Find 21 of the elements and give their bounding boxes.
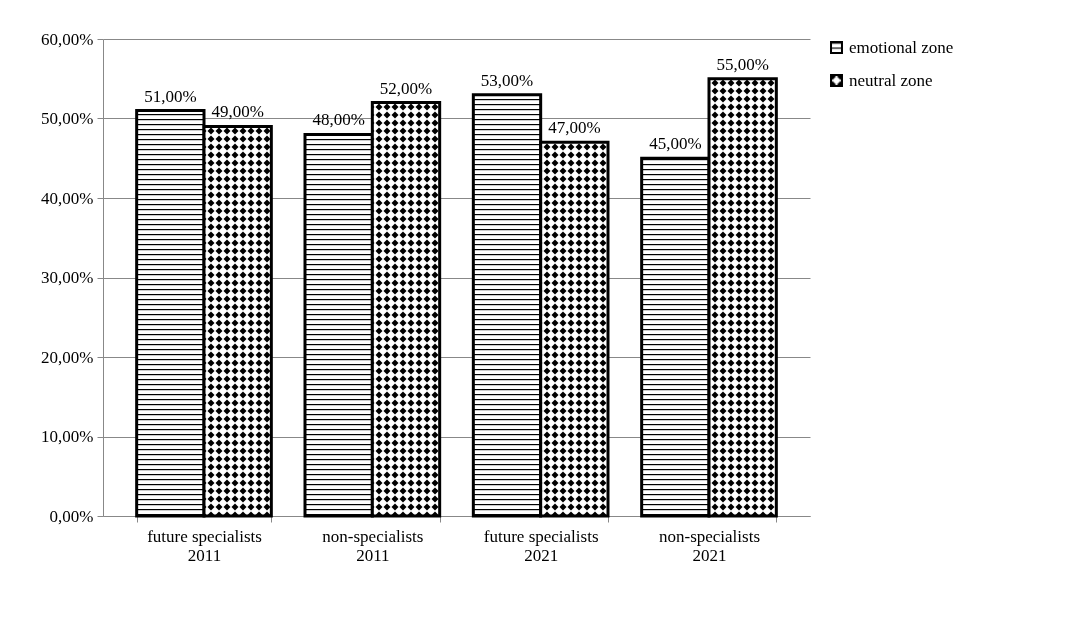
x-tick-label: future specialists 2011: [147, 526, 262, 565]
data-label: 45,00%: [649, 134, 702, 154]
data-label: 52,00%: [379, 78, 433, 98]
y-tick-label: 50,00%: [41, 109, 94, 128]
y-tick-label: 60,00%: [41, 29, 94, 49]
data-label: 53,00%: [480, 70, 534, 90]
y-tick-label: 20,00%: [41, 347, 94, 367]
x-tick-label: non-specialists 2021: [658, 526, 761, 565]
data-label: 48,00%: [312, 110, 365, 130]
data-label: 55,00%: [716, 54, 769, 74]
x-tick-label: future specialists 2021: [483, 526, 599, 565]
data-label: 49,00%: [211, 102, 264, 122]
x-tick-label: non-specialists 2011: [322, 526, 424, 565]
y-tick-label: 40,00%: [41, 188, 94, 208]
data-label: 51,00%: [144, 86, 197, 106]
data-label: 47,00%: [548, 118, 601, 138]
y-tick-label: 30,00%: [41, 268, 94, 287]
y-tick-label: 10,00%: [41, 427, 94, 446]
legend-label: emotional zone: [849, 37, 954, 57]
y-tick-label: 0,00%: [49, 506, 94, 526]
legend-label: neutral zone: [849, 70, 933, 90]
